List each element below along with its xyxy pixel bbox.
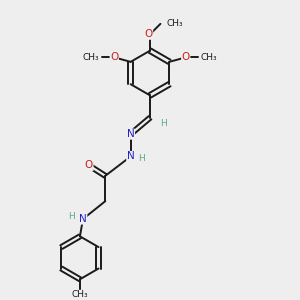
Text: CH₃: CH₃ — [72, 290, 88, 299]
Text: N: N — [127, 152, 134, 161]
Text: N: N — [79, 214, 87, 224]
Text: H: H — [160, 118, 167, 127]
Text: H: H — [139, 154, 145, 164]
Text: CH₃: CH₃ — [167, 19, 184, 28]
Text: N: N — [127, 129, 134, 139]
Text: O: O — [85, 160, 93, 170]
Text: O: O — [110, 52, 118, 62]
Text: H: H — [68, 212, 74, 220]
Text: O: O — [182, 52, 190, 62]
Text: O: O — [144, 29, 153, 39]
Text: CH₃: CH₃ — [83, 53, 99, 62]
Text: CH₃: CH₃ — [201, 53, 217, 62]
